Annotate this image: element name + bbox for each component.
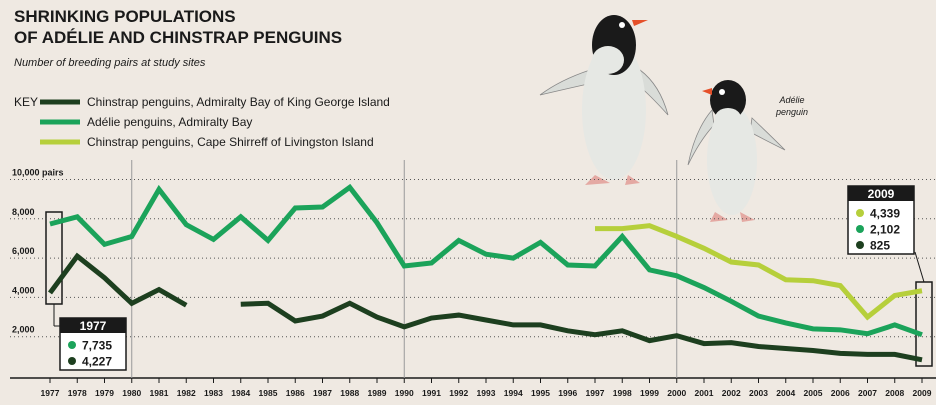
callout-dot: [68, 341, 76, 349]
y-tick-label: 4,000: [12, 285, 35, 295]
x-tick-label: 2005: [804, 388, 823, 398]
x-tick-label: 1994: [504, 388, 523, 398]
value-label: 4,339: [870, 207, 900, 221]
x-tick-label: 1987: [313, 388, 332, 398]
x-tick-label: 1977: [41, 388, 60, 398]
callout-year: 2009: [868, 187, 895, 201]
x-tick-label: 1992: [449, 388, 468, 398]
x-tick-label: 1995: [531, 388, 550, 398]
callout-header: [60, 318, 126, 333]
penguin-illustration: [539, 15, 669, 185]
x-tick-label: 2006: [831, 388, 850, 398]
chart-title: SHRINKING POPULATIONS: [14, 7, 236, 26]
x-tick-label: 1998: [613, 388, 632, 398]
x-tick-label: 1988: [340, 388, 359, 398]
annotation: penguin: [775, 107, 808, 117]
x-tick-label: 1978: [68, 388, 87, 398]
data-line: [595, 223, 923, 321]
x-tick-label: 1996: [558, 388, 577, 398]
x-tick-label: 1986: [286, 388, 305, 398]
x-tick-label: 2008: [885, 388, 904, 398]
x-tick-label: 2002: [722, 388, 741, 398]
subtitle: Number of breeding pairs at study sites: [14, 57, 206, 69]
legend-title: KEY: [14, 95, 38, 109]
x-tick-label: 2001: [695, 388, 714, 398]
x-tick-label: 1983: [204, 388, 223, 398]
y-tick-label: 8,000: [12, 207, 35, 217]
data-line: [47, 252, 923, 363]
x-tick-label: 1982: [177, 388, 196, 398]
x-tick-label: 1999: [640, 388, 659, 398]
connector: [914, 251, 925, 283]
x-tick-label: 2004: [776, 388, 795, 398]
x-tick-label: 2009: [913, 388, 932, 398]
value-label: 825: [870, 239, 890, 253]
annotation: Adélie: [778, 95, 804, 105]
penguin-illustration: [687, 80, 786, 222]
data-line: [49, 183, 923, 338]
legend-label: Chinstrap penguins, Cape Shirreff of Liv…: [87, 135, 374, 149]
x-tick-label: 1980: [122, 388, 141, 398]
y-tick-label: 6,000: [12, 246, 35, 256]
value-label: 4,227: [82, 355, 112, 369]
x-tick-label: 1979: [95, 388, 114, 398]
callout-dot: [856, 209, 864, 217]
x-tick-label: 2007: [858, 388, 877, 398]
callout-dot: [856, 241, 864, 249]
y-tick-label: 2,000: [12, 325, 35, 335]
y-tick-label: 10,000 pairs: [12, 168, 64, 178]
x-tick-label: 1990: [395, 388, 414, 398]
x-tick-label: 1993: [477, 388, 496, 398]
value-label: 2,102: [870, 223, 900, 237]
x-tick-label: 1997: [586, 388, 605, 398]
callout-dot: [68, 357, 76, 365]
x-tick-label: 1991: [422, 388, 441, 398]
value-label: 7,735: [82, 339, 112, 353]
callout-year: 1977: [80, 319, 107, 333]
x-tick-label: 1984: [231, 388, 250, 398]
x-tick-label: 1989: [368, 388, 387, 398]
x-tick-label: 1985: [259, 388, 278, 398]
x-tick-label: 2003: [749, 388, 768, 398]
chart-title: OF ADÉLIE AND CHINSTRAP PENGUINS: [14, 28, 342, 47]
callout-dot: [856, 225, 864, 233]
x-tick-label: 1981: [150, 388, 169, 398]
legend-label: Chinstrap penguins, Admiralty Bay of Kin…: [87, 95, 390, 109]
x-tick-label: 2000: [667, 388, 686, 398]
callout-header: [848, 186, 914, 201]
legend-label: Adélie penguins, Admiralty Bay: [87, 115, 252, 129]
